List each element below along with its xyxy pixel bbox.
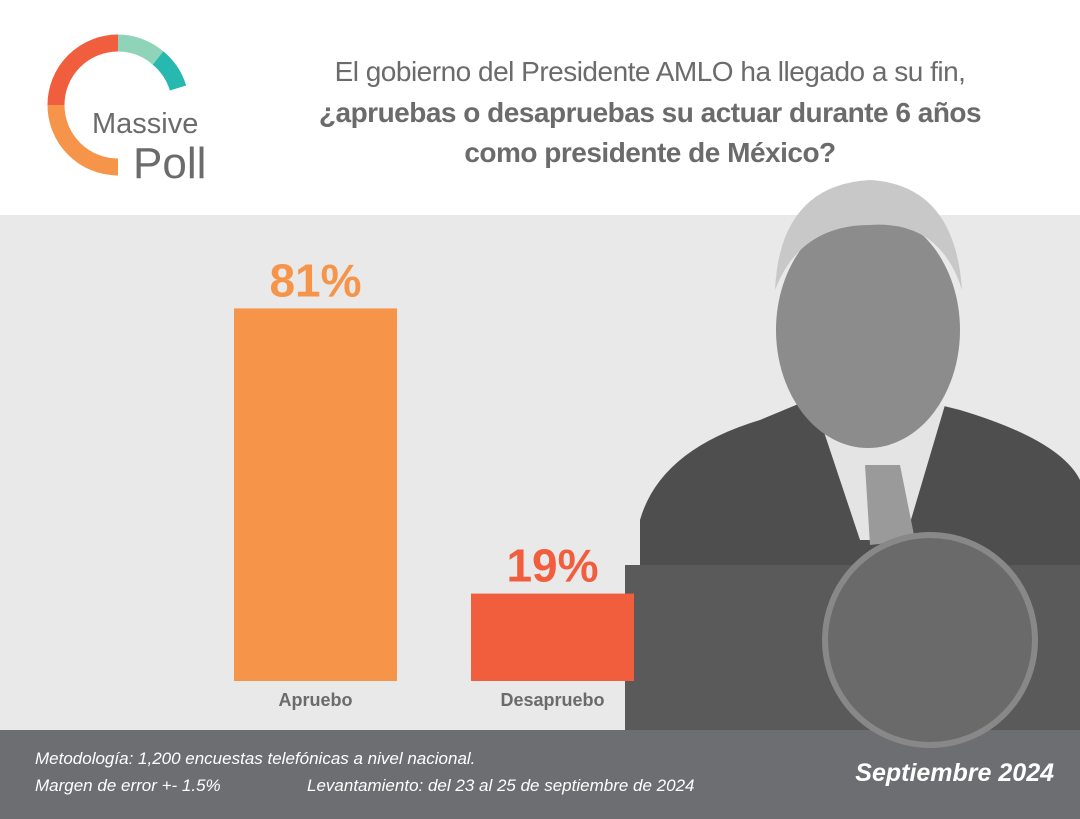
photo-tie xyxy=(865,465,915,545)
logo-ring xyxy=(47,34,187,176)
value-label: 81% xyxy=(269,254,361,306)
photo xyxy=(625,180,1080,748)
x-tick-label: Apruebo xyxy=(279,690,353,710)
chart-subtitle: ¿apruebas o desapruebas su actuar durant… xyxy=(318,97,982,168)
footer-band xyxy=(0,730,1080,819)
photo-seal xyxy=(822,532,1038,748)
logo-text: Massive xyxy=(92,108,198,140)
logo-arc xyxy=(117,34,164,65)
bar xyxy=(234,308,397,681)
chart-title: El gobierno del Presidente AMLO ha llega… xyxy=(334,56,966,87)
bar xyxy=(471,593,634,681)
logo-arc xyxy=(47,104,119,176)
footer-methodology: Metodología: 1,200 encuestas telefónicas… xyxy=(35,749,476,768)
value-label: 19% xyxy=(506,540,598,592)
photo-hair xyxy=(775,180,962,290)
logo-text: Poll xyxy=(133,139,206,188)
x-tick-label: Desapruebo xyxy=(500,690,604,710)
logo-arc xyxy=(47,34,119,106)
footer-fieldwork: Levantamiento: del 23 al 25 de septiembr… xyxy=(307,776,695,795)
logo-arc xyxy=(152,51,187,91)
footer-margin: Margen de error +- 1.5% xyxy=(35,776,221,795)
footer-date: Septiembre 2024 xyxy=(855,759,1054,787)
photo-head xyxy=(776,212,960,448)
